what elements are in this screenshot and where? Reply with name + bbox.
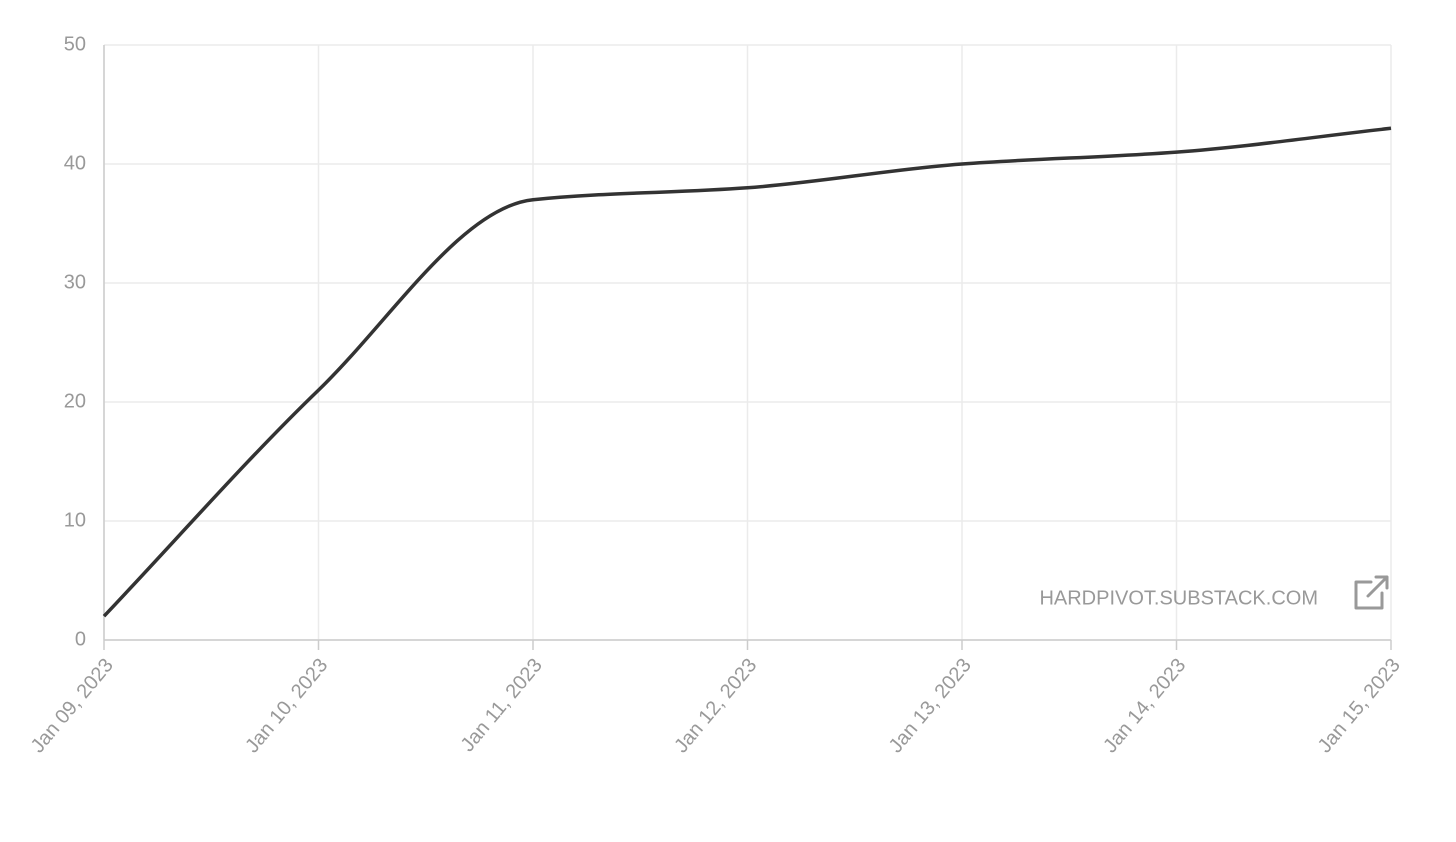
x-tick-label: Jan 14, 2023: [1099, 654, 1190, 757]
x-tick-label: Jan 15, 2023: [1314, 654, 1405, 757]
x-tick-label: Jan 09, 2023: [27, 654, 118, 757]
line: [102, 126, 1392, 618]
y-tick-label: 10: [64, 509, 86, 531]
x-tick-label: Jan 10, 2023: [241, 654, 332, 757]
y-tick-label: 20: [64, 390, 86, 412]
watermark: HARDPIVOT.SUBSTACK.COM: [1039, 587, 1318, 609]
external-link-icon: [1354, 575, 1389, 610]
x-tick-label: Jan 11, 2023: [457, 654, 547, 756]
x-tick-label: Jan 13, 2023: [885, 654, 976, 757]
y-tick-label: 0: [75, 628, 86, 650]
x-tick-label: Jan 12, 2023: [670, 654, 761, 757]
plot: 0 10 20 30 40 50 Jan 09, 2023 Jan 10, 2023 Jan 1…: [27, 33, 1405, 757]
y-tick-label: 50: [64, 33, 86, 55]
y-tick-label: 40: [64, 152, 86, 174]
y-tick-label: 30: [64, 271, 86, 293]
